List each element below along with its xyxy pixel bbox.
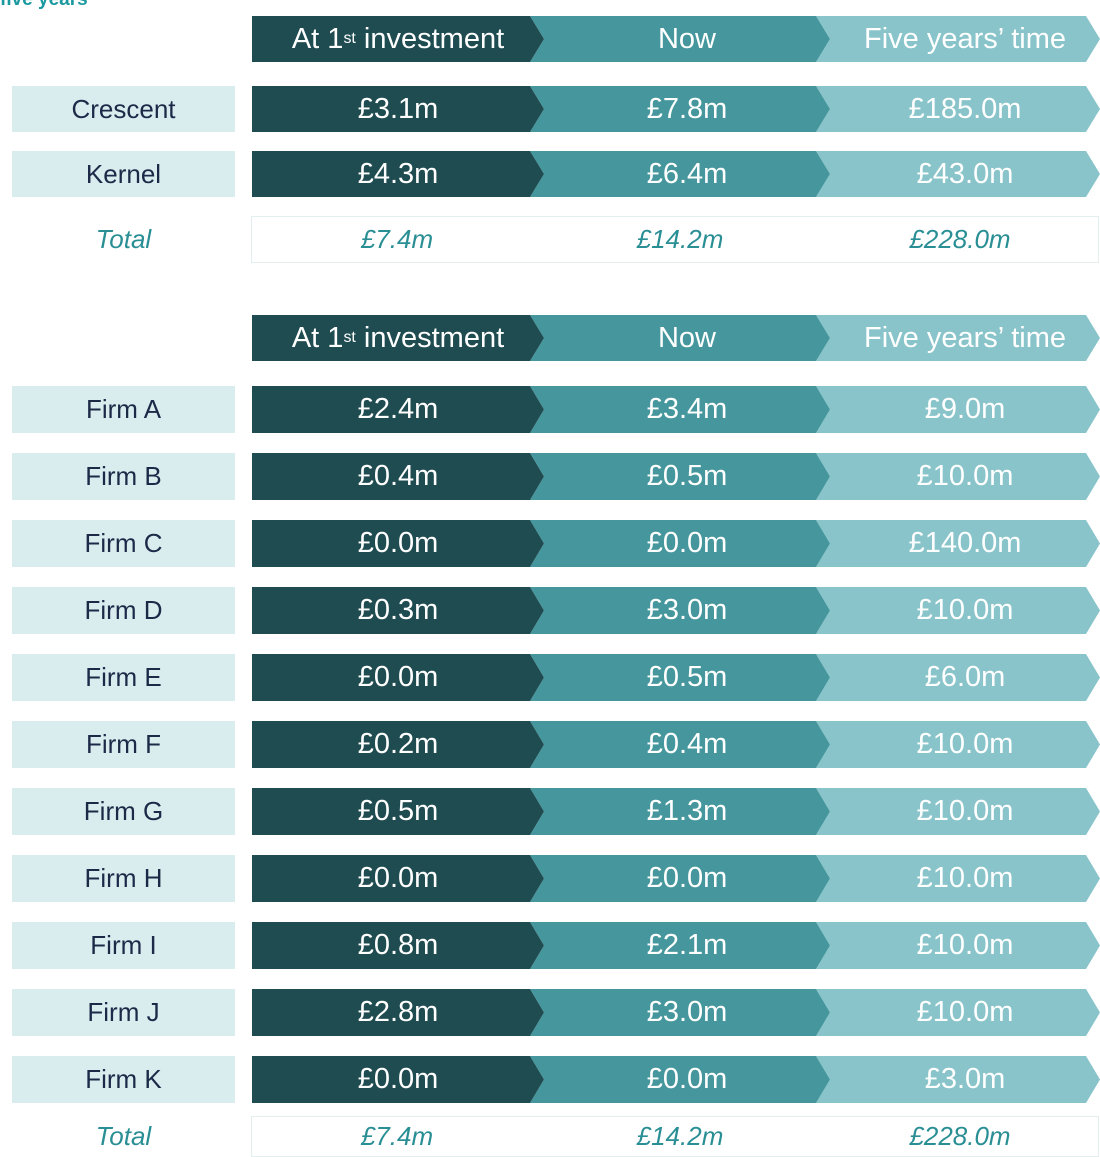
value-cell: £3.0m [530, 989, 830, 1036]
value-cell: £3.1m [252, 86, 544, 132]
value-cell: £10.0m [816, 587, 1100, 634]
row-label: Firm I [12, 922, 235, 969]
row-label: Firm D [12, 587, 235, 634]
header-text: Five years’ time [864, 22, 1066, 55]
caption: five years [0, 0, 88, 14]
value-cell: £4.3m [252, 151, 544, 197]
value-cell: £7.8m [530, 86, 830, 132]
header-cell: Now [530, 16, 830, 62]
value-cell: £9.0m [816, 386, 1100, 433]
value-cell: £0.0m [252, 855, 544, 902]
value-cell: £10.0m [816, 922, 1100, 969]
header-text: Five years’ time [864, 321, 1066, 354]
value-cell: £3.0m [530, 587, 830, 634]
total-cell: £14.2m [636, 1121, 724, 1151]
row-label: Firm J [12, 989, 235, 1036]
row-label: Firm H [12, 855, 235, 902]
value-cell: £3.0m [816, 1056, 1100, 1103]
value-cell: £0.0m [252, 520, 544, 567]
header-text: Now [657, 321, 716, 354]
row-label: Firm E [12, 654, 235, 701]
value-cell: £185.0m [816, 86, 1100, 132]
value-cell: £6.4m [530, 151, 830, 197]
row-label: Kernel [12, 151, 235, 197]
row-label: Crescent [12, 86, 235, 132]
row-label: Firm F [12, 721, 235, 768]
header-text: At 1 [291, 321, 344, 354]
total-cell: £228.0m [909, 1121, 1011, 1151]
header-sup: st [343, 329, 356, 346]
value-cell: £10.0m [816, 721, 1100, 768]
row-label: Firm B [12, 453, 235, 500]
row-label: Firm G [12, 788, 235, 835]
value-cell: £10.0m [816, 989, 1100, 1036]
header-sup: st [343, 30, 356, 47]
value-cell: £0.4m [530, 721, 830, 768]
value-cell: £10.0m [816, 788, 1100, 835]
value-cell: £0.0m [252, 1056, 544, 1103]
value-cell: £0.0m [530, 855, 830, 902]
total-label: Total [95, 224, 152, 254]
row-label: Firm A [12, 386, 235, 433]
value-cell: £140.0m [816, 520, 1100, 567]
value-cell: £0.4m [252, 453, 544, 500]
header-text: Now [657, 22, 716, 55]
value-cell: £2.1m [530, 922, 830, 969]
value-cell: £0.5m [530, 453, 830, 500]
value-cell: £0.5m [530, 654, 830, 701]
total-box [251, 216, 1099, 263]
total-cell: £7.4m [360, 224, 434, 254]
total-cell: £14.2m [636, 224, 724, 254]
total-cell: £7.4m [360, 1121, 434, 1151]
row-label: Firm K [12, 1056, 235, 1103]
value-cell: £6.0m [816, 654, 1100, 701]
header-cell: Now [530, 315, 830, 361]
value-cell: £43.0m [816, 151, 1100, 197]
header-text: investment [355, 22, 505, 55]
value-cell: £10.0m [816, 453, 1100, 500]
value-cell: £3.4m [530, 386, 830, 433]
value-cell: £0.0m [252, 654, 544, 701]
value-cell: £10.0m [816, 855, 1100, 902]
value-cell: £0.3m [252, 587, 544, 634]
header-cell: Five years’ time [816, 315, 1100, 361]
value-cell: £0.0m [530, 520, 830, 567]
value-cell: £0.8m [252, 922, 544, 969]
value-cell: £1.3m [530, 788, 830, 835]
row-label: Firm C [12, 520, 235, 567]
total-cell: £228.0m [909, 224, 1011, 254]
value-cell: £0.5m [252, 788, 544, 835]
total-label: Total [95, 1121, 152, 1151]
header-text: At 1 [291, 22, 344, 55]
value-cell: £0.2m [252, 721, 544, 768]
value-cell: £2.4m [252, 386, 544, 433]
header-cell: Five years’ time [816, 16, 1100, 62]
value-cell: £2.8m [252, 989, 544, 1036]
header-text: investment [355, 321, 505, 354]
value-cell: £0.0m [530, 1056, 830, 1103]
